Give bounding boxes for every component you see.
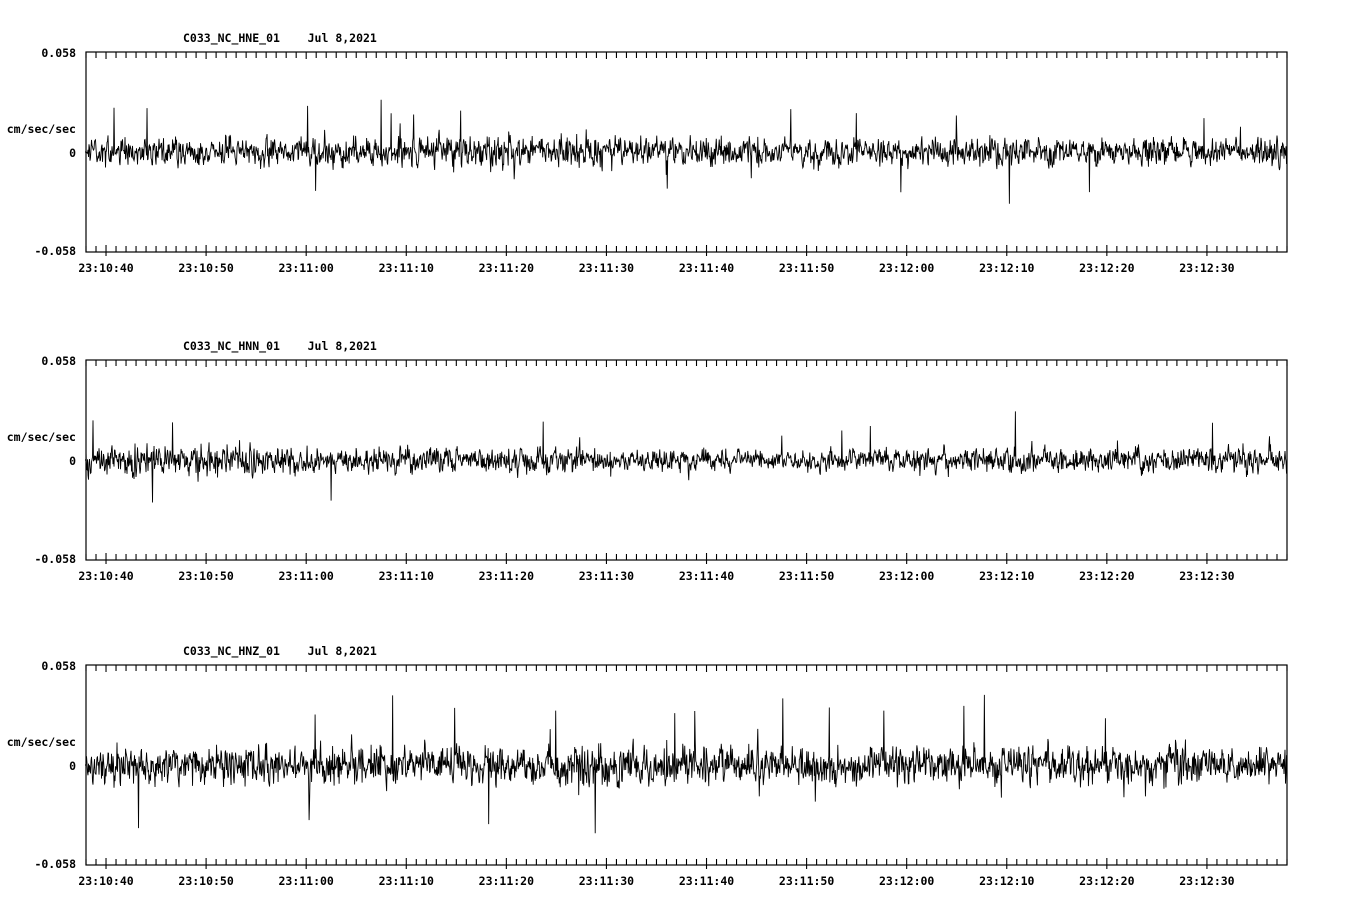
y-zero-label-hne: 0 bbox=[69, 146, 76, 160]
x-tick-label: 23:10:50 bbox=[178, 874, 234, 888]
x-tick-label: 23:10:50 bbox=[178, 569, 234, 583]
x-tick-label: 23:11:20 bbox=[478, 874, 535, 888]
seismogram-panel-hne: C033_NC_HNE_01 Jul 8,2021 0.058 cm/sec/s… bbox=[0, 0, 1358, 310]
x-tick-label: 23:11:20 bbox=[478, 569, 535, 583]
axis-ticks bbox=[85, 52, 1288, 256]
y-bottom-label-hnz: -0.058 bbox=[34, 857, 76, 871]
x-tick-label: 23:11:30 bbox=[578, 569, 635, 583]
y-zero-label-hnz: 0 bbox=[69, 759, 76, 773]
x-tick-label: 23:12:30 bbox=[1179, 569, 1235, 583]
x-tick-label: 23:11:00 bbox=[278, 874, 334, 888]
x-tick-label: 23:11:50 bbox=[778, 874, 835, 888]
seismogram-panel-hnz: C033_NC_HNZ_01 Jul 8,2021 0.058 cm/sec/s… bbox=[0, 613, 1358, 924]
x-tick-label: 23:12:10 bbox=[979, 569, 1035, 583]
x-tick-label: 23:12:30 bbox=[1179, 874, 1235, 888]
plot-frame bbox=[85, 359, 1288, 561]
x-tick-label: 23:12:10 bbox=[979, 261, 1035, 275]
panel-title-hnn: C033_NC_HNN_01 Jul 8,2021 bbox=[183, 339, 377, 353]
x-tick-label: 23:12:20 bbox=[1079, 261, 1135, 275]
x-tick-label: 23:10:40 bbox=[78, 874, 134, 888]
x-tick-label: 23:12:10 bbox=[979, 874, 1035, 888]
x-tick-label: 23:12:00 bbox=[878, 261, 935, 275]
y-zero-label-hnn: 0 bbox=[69, 454, 76, 468]
x-tick-label: 23:11:30 bbox=[578, 874, 635, 888]
panel-title-hnz: C033_NC_HNZ_01 Jul 8,2021 bbox=[183, 644, 377, 658]
x-tick-label: 23:11:40 bbox=[678, 261, 735, 275]
y-unit-label-hnz: cm/sec/sec bbox=[6, 735, 76, 749]
x-tick-label: 23:11:00 bbox=[278, 261, 334, 275]
x-tick-label: 23:11:10 bbox=[378, 874, 434, 888]
panel-title-hne: C033_NC_HNE_01 Jul 8,2021 bbox=[183, 31, 377, 45]
plot-area-hnz bbox=[85, 664, 1288, 869]
plot-area-hne bbox=[85, 51, 1288, 256]
y-top-label-hnn: 0.058 bbox=[41, 354, 76, 368]
y-unit-label-hnn: cm/sec/sec bbox=[6, 430, 76, 444]
x-tick-label: 23:11:10 bbox=[378, 569, 434, 583]
y-top-label-hnz: 0.058 bbox=[41, 659, 76, 673]
y-bottom-label-hne: -0.058 bbox=[34, 244, 76, 258]
x-tick-label: 23:11:40 bbox=[678, 874, 735, 888]
x-tick-label: 23:10:40 bbox=[78, 261, 134, 275]
x-tick-label: 23:11:40 bbox=[678, 569, 735, 583]
x-tick-label: 23:11:10 bbox=[378, 261, 434, 275]
waveform-trace bbox=[85, 411, 1288, 503]
x-tick-label: 23:11:50 bbox=[778, 261, 835, 275]
y-bottom-label-hnn: -0.058 bbox=[34, 552, 76, 566]
x-tick-label: 23:12:00 bbox=[878, 569, 935, 583]
y-unit-label-hne: cm/sec/sec bbox=[6, 122, 76, 136]
x-tick-label: 23:12:20 bbox=[1079, 874, 1135, 888]
x-tick-label: 23:11:50 bbox=[778, 569, 835, 583]
x-tick-label: 23:11:00 bbox=[278, 569, 334, 583]
x-tick-label: 23:11:30 bbox=[578, 261, 635, 275]
x-tick-label: 23:10:50 bbox=[178, 261, 234, 275]
x-tick-label: 23:12:20 bbox=[1079, 569, 1135, 583]
axis-ticks bbox=[85, 360, 1288, 564]
waveform-trace bbox=[85, 99, 1288, 204]
axis-ticks bbox=[85, 665, 1288, 869]
x-tick-label: 23:12:00 bbox=[878, 874, 935, 888]
seismogram-panel-hnn: C033_NC_HNN_01 Jul 8,2021 0.058 cm/sec/s… bbox=[0, 308, 1358, 618]
plot-area-hnn bbox=[85, 359, 1288, 564]
x-tick-label: 23:11:20 bbox=[478, 261, 535, 275]
x-tick-label: 23:12:30 bbox=[1179, 261, 1235, 275]
y-top-label-hne: 0.058 bbox=[41, 46, 76, 60]
waveform-trace bbox=[85, 694, 1288, 834]
x-tick-label: 23:10:40 bbox=[78, 569, 134, 583]
